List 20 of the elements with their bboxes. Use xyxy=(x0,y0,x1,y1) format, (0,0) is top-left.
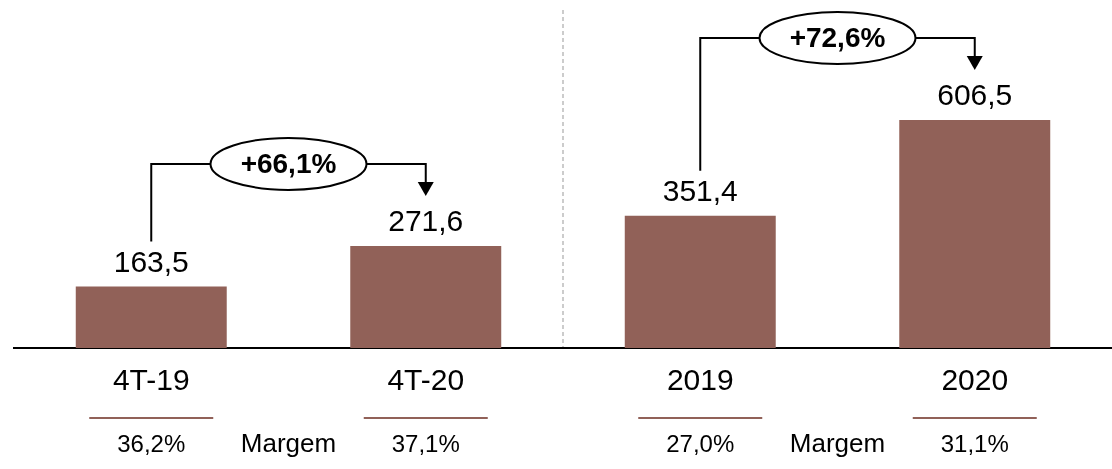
data-label: 271,6 xyxy=(388,204,464,238)
text: 37,1% xyxy=(391,429,460,457)
annotation: +66,1% xyxy=(240,147,337,179)
text: +72,6% xyxy=(789,21,886,53)
bar xyxy=(624,215,776,348)
data-label: 163,5 xyxy=(113,244,189,278)
data-label: 351,4 xyxy=(662,174,738,208)
text: 27,0% xyxy=(666,429,735,457)
text: Margem xyxy=(789,428,886,459)
x-tick-label: 2020 xyxy=(941,363,1009,397)
text: 36,2% xyxy=(117,429,186,457)
text: 31,1% xyxy=(940,429,1009,457)
data-label: 606,5 xyxy=(937,78,1013,112)
x-tick-label: 4T-19 xyxy=(112,363,190,397)
bar xyxy=(899,119,1051,348)
bar xyxy=(350,245,502,348)
bar xyxy=(75,286,227,348)
x-tick-label: 4T-20 xyxy=(387,363,465,397)
x-tick-label: 2019 xyxy=(666,363,734,397)
text: Margem xyxy=(240,428,337,459)
